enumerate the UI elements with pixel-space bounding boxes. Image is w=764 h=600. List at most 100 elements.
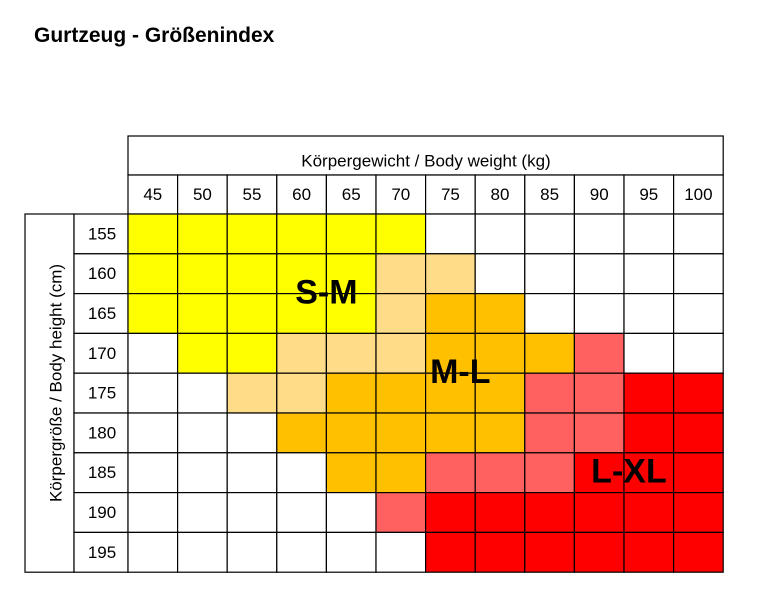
height-tick-label: 185 bbox=[88, 463, 116, 482]
height-tick-label: 180 bbox=[88, 423, 116, 442]
size-cell bbox=[226, 372, 278, 414]
size-cell bbox=[177, 492, 228, 534]
size-cell bbox=[623, 372, 675, 414]
size-cell bbox=[474, 412, 526, 454]
size-cell bbox=[623, 531, 675, 573]
size-cell bbox=[325, 531, 377, 573]
size-cell bbox=[474, 253, 526, 295]
size-cell bbox=[375, 372, 427, 414]
weight-tick-label: 50 bbox=[193, 185, 212, 204]
size-cell bbox=[325, 253, 377, 295]
size-cell bbox=[623, 332, 675, 374]
size-cell bbox=[127, 253, 179, 295]
size-zone-label: L-XL bbox=[591, 453, 667, 491]
size-cell bbox=[325, 332, 377, 374]
size-cell bbox=[127, 492, 179, 534]
size-cell bbox=[127, 412, 179, 454]
size-cell bbox=[474, 332, 526, 374]
size-cell bbox=[524, 253, 575, 295]
size-cell bbox=[226, 253, 278, 295]
size-cell bbox=[177, 372, 228, 414]
weight-tick-label: 55 bbox=[243, 185, 262, 204]
size-cell bbox=[226, 213, 278, 255]
size-cell bbox=[573, 253, 625, 295]
weight-header-cell bbox=[573, 174, 625, 215]
size-cell bbox=[325, 293, 377, 335]
size-zone-label: M-L bbox=[430, 353, 490, 391]
size-cell bbox=[276, 452, 327, 494]
size-cell bbox=[524, 492, 575, 534]
size-cell bbox=[672, 293, 724, 335]
size-cell bbox=[474, 293, 526, 335]
size-cell bbox=[474, 531, 526, 573]
size-cell bbox=[177, 332, 228, 374]
size-cell bbox=[623, 293, 675, 335]
size-cell bbox=[672, 213, 724, 255]
weight-header-cell bbox=[474, 174, 526, 215]
size-cell bbox=[524, 372, 575, 414]
size-cell bbox=[127, 213, 179, 255]
weight-tick-label: 85 bbox=[540, 185, 559, 204]
weight-tick-label: 75 bbox=[441, 185, 460, 204]
size-cell bbox=[474, 372, 526, 414]
size-cell bbox=[573, 492, 625, 534]
size-cell bbox=[325, 492, 377, 534]
size-cell bbox=[177, 253, 228, 295]
size-cell bbox=[375, 293, 427, 335]
height-tick-label: 170 bbox=[88, 344, 116, 363]
size-cell bbox=[325, 452, 377, 494]
x-axis-label: Körpergewicht / Body weight (kg) bbox=[301, 151, 550, 170]
size-cell bbox=[226, 452, 278, 494]
size-cell bbox=[425, 332, 476, 374]
size-cell bbox=[524, 452, 575, 494]
size-cell bbox=[127, 332, 179, 374]
height-header-cell bbox=[73, 332, 129, 374]
weight-tick-label: 95 bbox=[639, 185, 658, 204]
size-cell bbox=[375, 253, 427, 295]
size-cell bbox=[325, 412, 377, 454]
size-cell bbox=[375, 213, 427, 255]
size-cell bbox=[623, 412, 675, 454]
size-cell bbox=[276, 531, 327, 573]
size-cell bbox=[226, 332, 278, 374]
size-cell bbox=[524, 332, 575, 374]
size-cell bbox=[524, 412, 575, 454]
size-cell bbox=[226, 293, 278, 335]
height-tick-label: 175 bbox=[88, 384, 116, 403]
height-tick-label: 165 bbox=[88, 304, 116, 323]
weight-tick-label: 70 bbox=[391, 185, 410, 204]
size-cell bbox=[524, 531, 575, 573]
size-cell bbox=[127, 293, 179, 335]
weight-tick-label: 60 bbox=[292, 185, 311, 204]
label-layer: 45 50 55 60 65 70 75 80 85 90 95 100 155 160 165 170 175… bbox=[88, 185, 713, 562]
size-cell bbox=[177, 452, 228, 494]
weight-tick-label: 90 bbox=[590, 185, 609, 204]
size-cell bbox=[177, 531, 228, 573]
size-cell bbox=[573, 372, 625, 414]
size-cell bbox=[276, 412, 327, 454]
size-cell bbox=[425, 412, 476, 454]
size-cell bbox=[672, 531, 724, 573]
size-cell bbox=[623, 213, 675, 255]
y-axis-header bbox=[24, 213, 75, 573]
size-cell bbox=[276, 492, 327, 534]
size-cell bbox=[672, 412, 724, 454]
size-cell bbox=[425, 293, 476, 335]
size-cell bbox=[425, 531, 476, 573]
x-axis-header bbox=[127, 135, 724, 176]
size-cell bbox=[226, 412, 278, 454]
size-cell bbox=[226, 531, 278, 573]
weight-tick-label: 100 bbox=[684, 185, 712, 204]
size-cell bbox=[524, 293, 575, 335]
size-cell bbox=[425, 213, 476, 255]
size-cell bbox=[375, 332, 427, 374]
size-cell bbox=[672, 332, 724, 374]
size-cell bbox=[573, 332, 625, 374]
size-cell bbox=[573, 293, 625, 335]
size-cell bbox=[623, 452, 675, 494]
size-cell bbox=[474, 213, 526, 255]
size-cell bbox=[325, 372, 377, 414]
size-cell bbox=[177, 293, 228, 335]
size-cell bbox=[375, 412, 427, 454]
size-cell bbox=[127, 452, 179, 494]
